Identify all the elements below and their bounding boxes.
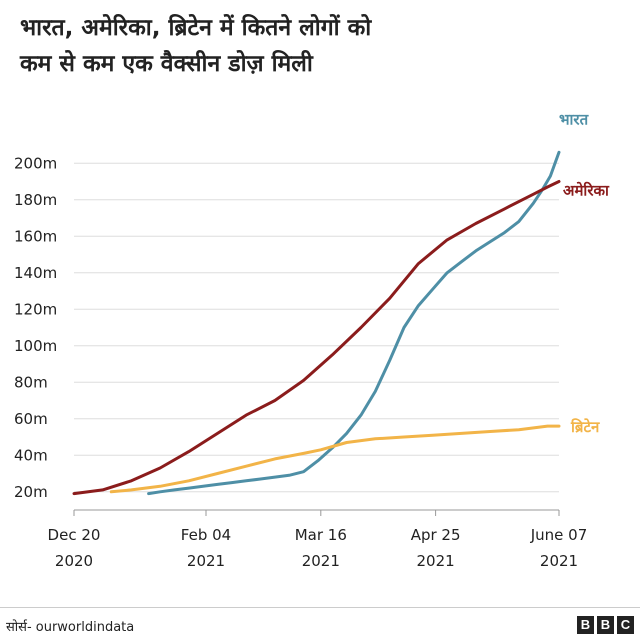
line-chart: 20m 40m 60m 80m 100m 120m 140m 160m 180m 200m Dec … [14, 110, 610, 570]
y-tick-label: 140m [14, 264, 57, 282]
y-tick-label: 160m [14, 227, 57, 245]
series-label: ब्रिटेन [570, 418, 600, 436]
x-tick-label-year: 2021 [540, 552, 578, 570]
x-tick-label-month: Mar 16 [295, 526, 347, 544]
series-label: अमेरिका [563, 182, 610, 200]
series-label: भारत [559, 110, 590, 128]
chart-title-line-1: भारत, अमेरिका, ब्रिटेन में कितने लोगों क… [20, 15, 372, 41]
x-tick-label-month: Apr 25 [411, 526, 461, 544]
source-note: सोर्स- ourworldindata [6, 620, 135, 635]
bbc-logo-letter-3: C [617, 616, 634, 634]
y-tick-label: 120m [14, 300, 57, 318]
series-line [147, 150, 561, 496]
x-tick-label-year: 2020 [55, 552, 93, 570]
y-tick-label: 180m [14, 191, 57, 209]
y-tick-label: 200m [14, 154, 57, 172]
x-tick-label-month: June 07 [530, 526, 588, 544]
x-tick-label-month: Feb 04 [181, 526, 231, 544]
bbc-logo-letter-2: B [597, 616, 614, 634]
chart-title-line-2: कम से कम एक वैक्सीन डोज़ मिली [20, 51, 313, 77]
x-tick-label-year: 2021 [417, 552, 455, 570]
y-tick-label: 40m [14, 446, 48, 464]
x-tick-label-year: 2021 [187, 552, 225, 570]
bbc-logo: B B C [577, 616, 634, 634]
y-tick-label: 20m [14, 483, 48, 501]
series-line [72, 180, 561, 496]
bbc-logo-letter-1: B [577, 616, 594, 634]
x-tick-label-month: Dec 20 [48, 526, 101, 544]
y-tick-label: 80m [14, 373, 48, 391]
x-tick-label-year: 2021 [302, 552, 340, 570]
y-tick-label: 60m [14, 410, 48, 428]
series-line [109, 424, 561, 494]
footer-divider [0, 607, 640, 608]
y-tick-label: 100m [14, 337, 57, 355]
chart-title: भारत, अमेरिका, ब्रिटेन में कितने लोगों क… [20, 10, 620, 82]
